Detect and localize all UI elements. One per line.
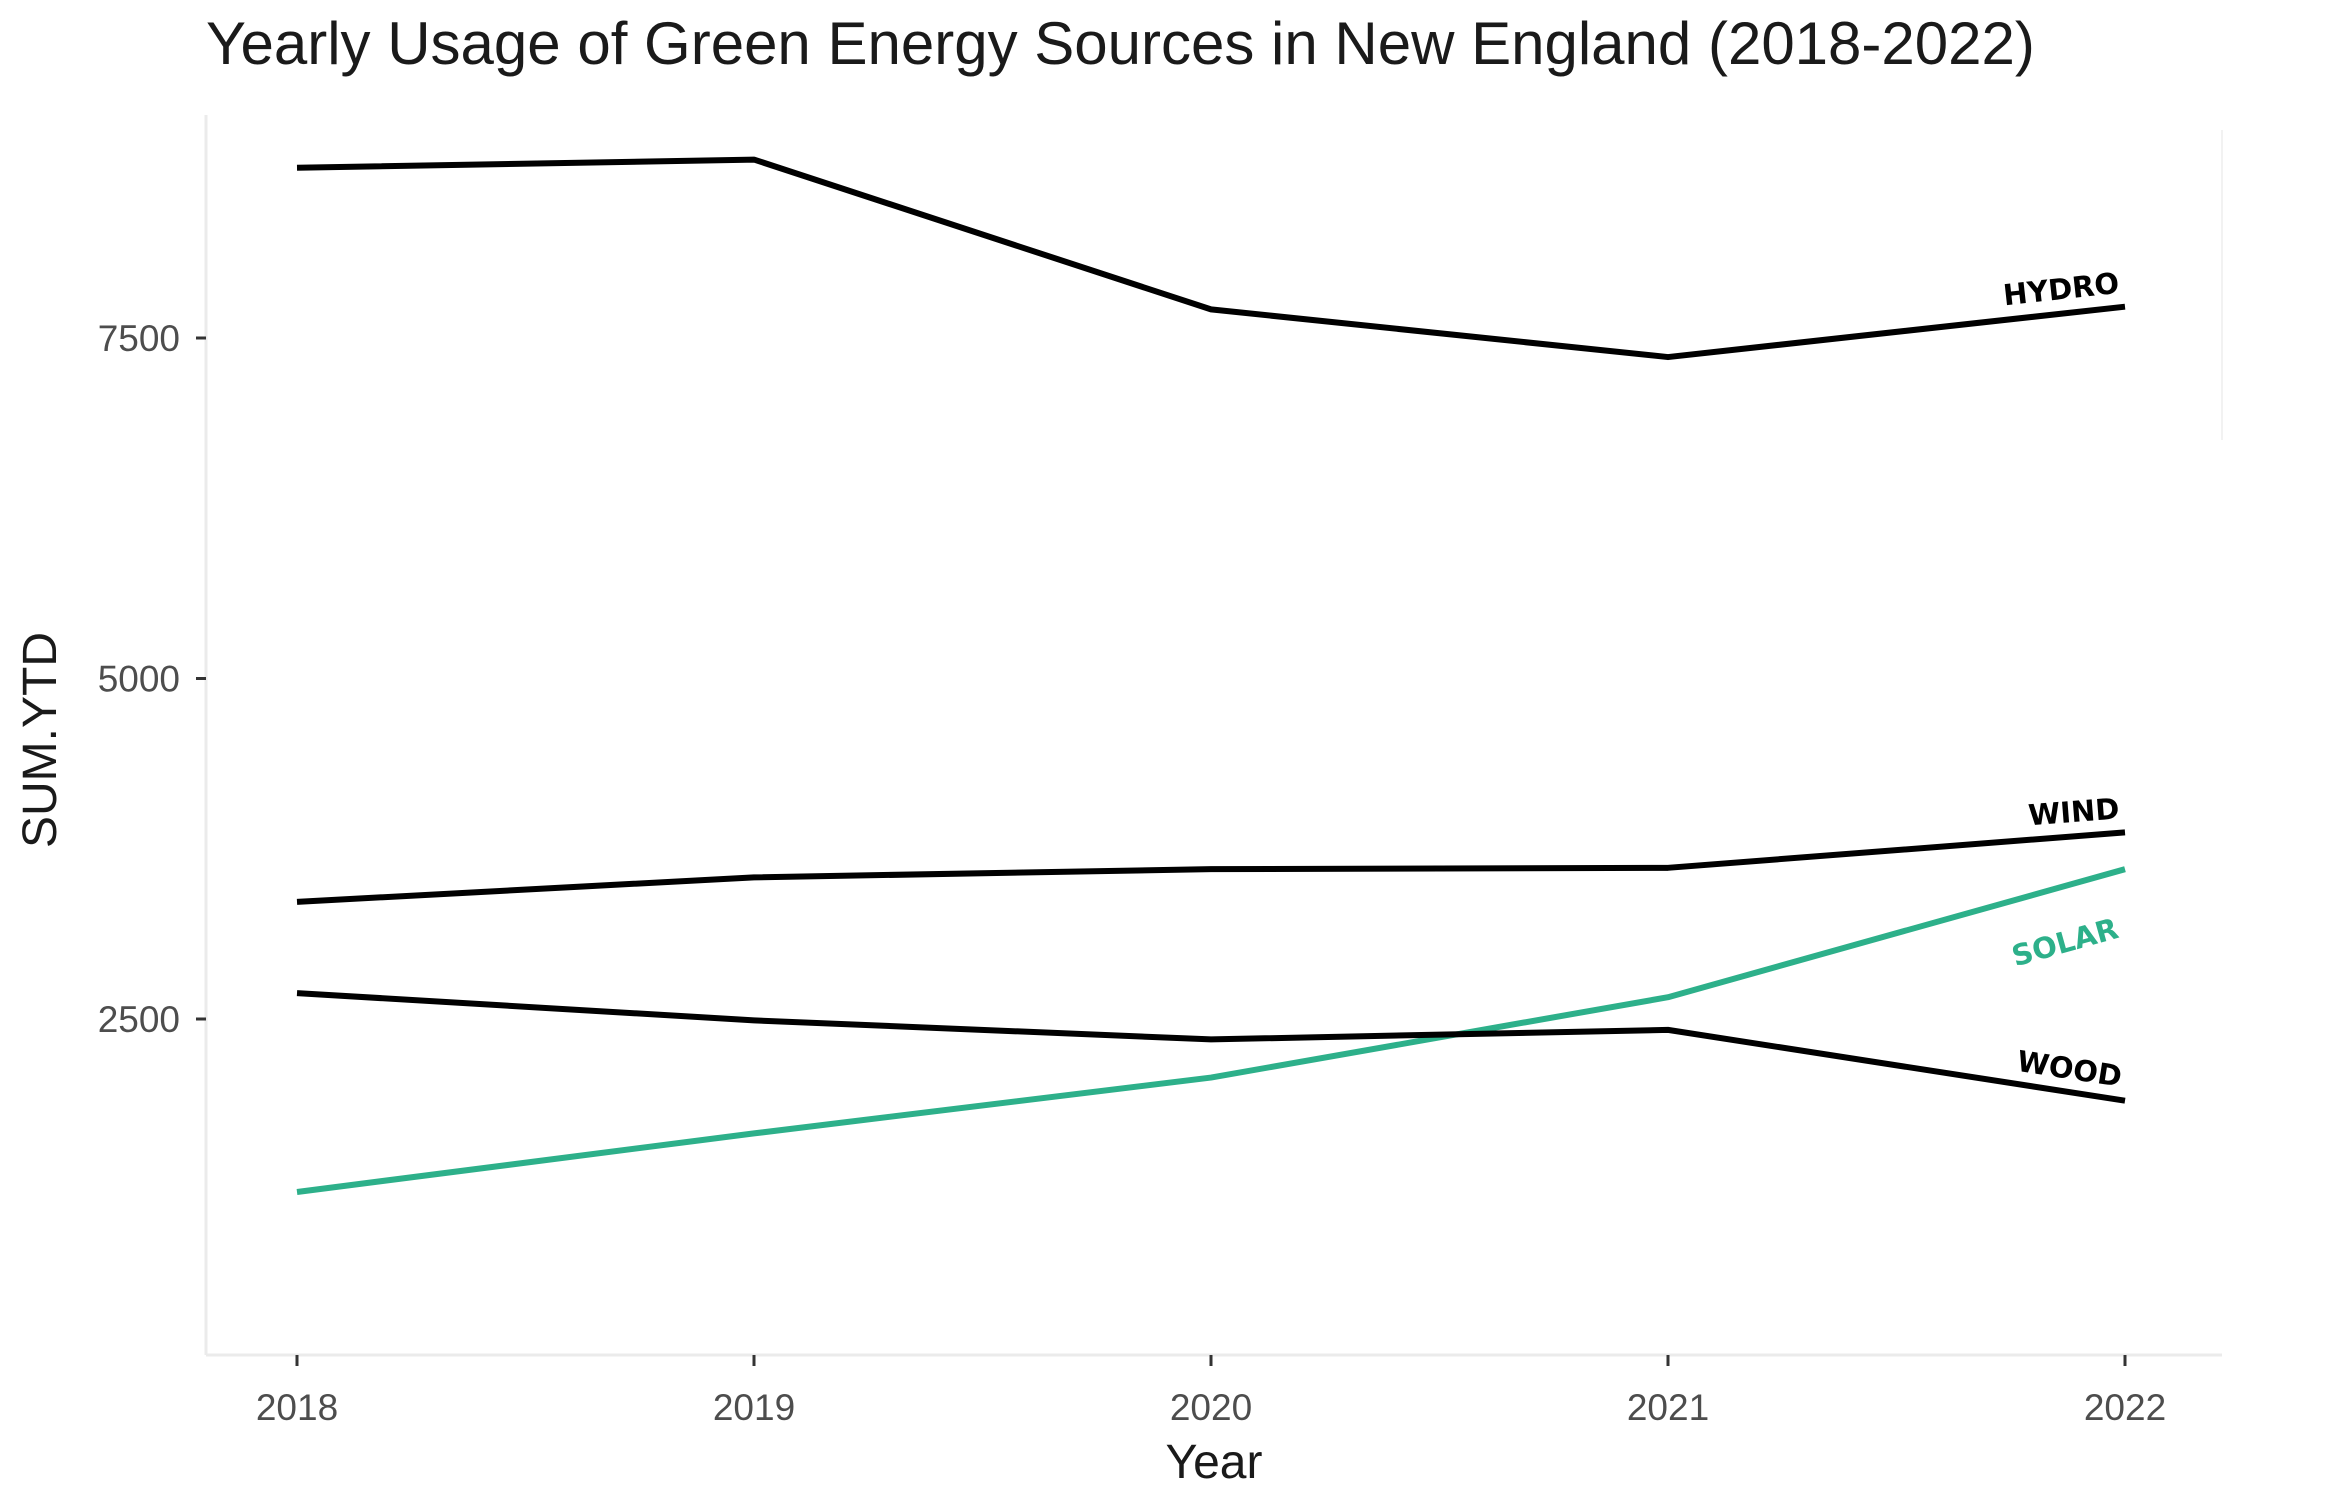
series-line-solar (296, 866, 2126, 1195)
x-tick-label: 2022 (2084, 1387, 2166, 1428)
x-tick-label: 2020 (1170, 1387, 1252, 1428)
x-tick-label: 2021 (1627, 1387, 1709, 1428)
chart-title: Yearly Usage of Green Energy Sources in … (206, 10, 2035, 77)
x-axis-ticks: 2018 2019 2020 2021 2022 (256, 1355, 2166, 1428)
series-label-hydro: HYDRO (2001, 266, 2120, 313)
series-line-wood (296, 990, 2126, 1104)
y-tick-label: 5000 (98, 659, 180, 700)
series-label-wind: WIND (2027, 791, 2120, 832)
x-axis-title: Year (1166, 1436, 1263, 1488)
y-tick-label: 7500 (98, 318, 180, 359)
y-axis-title: SUM.YTD (14, 632, 67, 848)
y-axis-ticks: 2500 5000 7500 (98, 318, 206, 1040)
y-tick-label: 2500 (98, 999, 180, 1040)
x-tick-label: 2019 (713, 1387, 795, 1428)
series-line-wind (296, 829, 2126, 905)
series-lines (296, 156, 2126, 1195)
x-tick-label: 2018 (256, 1387, 338, 1428)
series-label-solar: SOLAR (2008, 911, 2122, 973)
series-line-hydro (296, 156, 2126, 361)
